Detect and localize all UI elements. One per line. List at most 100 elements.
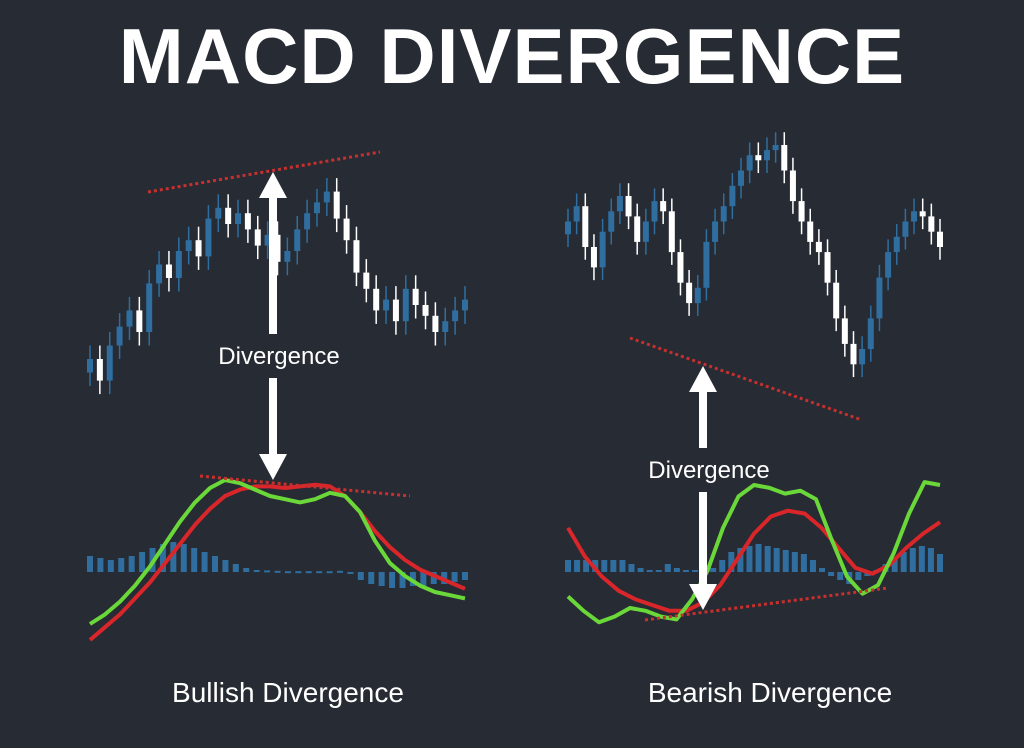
candle-body <box>313 202 320 214</box>
candle-body <box>383 299 390 311</box>
candle-body <box>195 240 202 257</box>
histogram-bar <box>755 544 762 572</box>
histogram-bar <box>139 552 146 572</box>
candle-body <box>729 185 736 207</box>
candle-body <box>651 201 658 222</box>
histogram-bar <box>305 571 312 574</box>
candle-body <box>323 191 330 203</box>
histogram-bar <box>232 564 239 572</box>
candle-body <box>746 155 753 171</box>
candle-body <box>686 282 693 304</box>
histogram-bar <box>583 560 590 572</box>
candle-body <box>402 288 409 322</box>
candle-body <box>462 299 468 311</box>
candle-body <box>841 318 848 344</box>
candle-body <box>126 310 133 327</box>
arrow-head-down <box>689 584 717 610</box>
histogram-bar <box>900 552 907 572</box>
histogram-bar <box>719 560 726 572</box>
histogram-bar <box>728 552 735 572</box>
candle-body <box>215 207 222 219</box>
candle-body <box>772 145 779 151</box>
histogram-bar <box>159 544 166 572</box>
candle-body <box>96 359 103 381</box>
histogram-bar <box>87 556 93 572</box>
candle-body <box>599 231 606 268</box>
arrow-head-up <box>259 172 287 198</box>
candle-body <box>859 349 866 365</box>
candle-body <box>136 310 143 332</box>
histogram-bar <box>326 571 333 574</box>
histogram-bar <box>637 568 644 572</box>
histogram-bar <box>610 560 617 572</box>
histogram-bar <box>316 571 323 574</box>
histogram-bar <box>819 568 826 572</box>
candle-body <box>763 150 770 161</box>
candle-body <box>798 201 805 222</box>
macd-line <box>88 478 466 626</box>
histogram-bar <box>855 572 862 580</box>
candle-body <box>333 191 340 219</box>
histogram-bar <box>773 548 780 572</box>
candle-body <box>720 206 727 222</box>
candle-body <box>642 221 649 242</box>
histogram-bar <box>837 572 844 580</box>
price-trendline <box>629 336 863 422</box>
candle-body <box>274 234 281 262</box>
histogram-bar <box>420 572 427 586</box>
candle-body <box>911 211 918 222</box>
histogram-bar <box>809 560 816 572</box>
histogram-bar <box>782 550 789 572</box>
candle-body <box>876 277 883 319</box>
histogram-bar <box>664 564 671 572</box>
candle-body <box>582 206 589 247</box>
histogram-bar <box>628 564 635 572</box>
candle-body <box>412 288 419 305</box>
macd-trendline <box>644 586 889 622</box>
candle-body <box>235 213 242 224</box>
price-trendline <box>147 150 381 194</box>
candle-body <box>264 234 271 246</box>
candle-body <box>87 359 93 373</box>
histogram-bar <box>107 560 114 572</box>
histogram-bar <box>909 548 916 572</box>
histogram-bar <box>378 572 385 586</box>
histogram-bar <box>646 570 653 572</box>
histogram-bar <box>243 568 250 572</box>
candle-body <box>146 283 153 332</box>
candle-body <box>668 211 675 253</box>
candle-body <box>175 251 182 278</box>
histogram-bar <box>222 560 229 572</box>
candle-body <box>893 236 900 253</box>
histogram-bar <box>337 570 343 573</box>
histogram-bar <box>368 572 375 584</box>
divergence-label: Divergence <box>218 343 339 370</box>
histogram-bar <box>118 558 125 572</box>
histogram-bar <box>565 560 571 572</box>
candle-body <box>815 241 822 253</box>
candle-body <box>885 252 892 278</box>
candle-body <box>902 221 909 237</box>
candle-body <box>833 282 840 319</box>
histogram-bar <box>791 552 798 572</box>
histogram-bar <box>430 572 437 584</box>
candle-body <box>937 231 943 247</box>
arrow-head-down <box>259 454 287 480</box>
histogram-bar <box>828 572 835 576</box>
divergence-label: Divergence <box>648 457 769 484</box>
histogram-bar <box>673 568 680 572</box>
histogram-bar <box>284 571 291 574</box>
candle-body <box>565 221 571 235</box>
histogram-bar <box>891 558 898 572</box>
histogram-bar <box>918 546 925 572</box>
candle-body <box>116 326 123 346</box>
candle-body <box>738 170 745 186</box>
histogram-bar <box>601 560 608 572</box>
bearish-panel: Divergence <box>565 132 943 625</box>
candle-body <box>660 201 667 212</box>
histogram-bar <box>191 548 198 572</box>
histogram-bar <box>692 570 699 572</box>
candle-body <box>677 252 684 283</box>
histogram-bar <box>357 572 364 580</box>
